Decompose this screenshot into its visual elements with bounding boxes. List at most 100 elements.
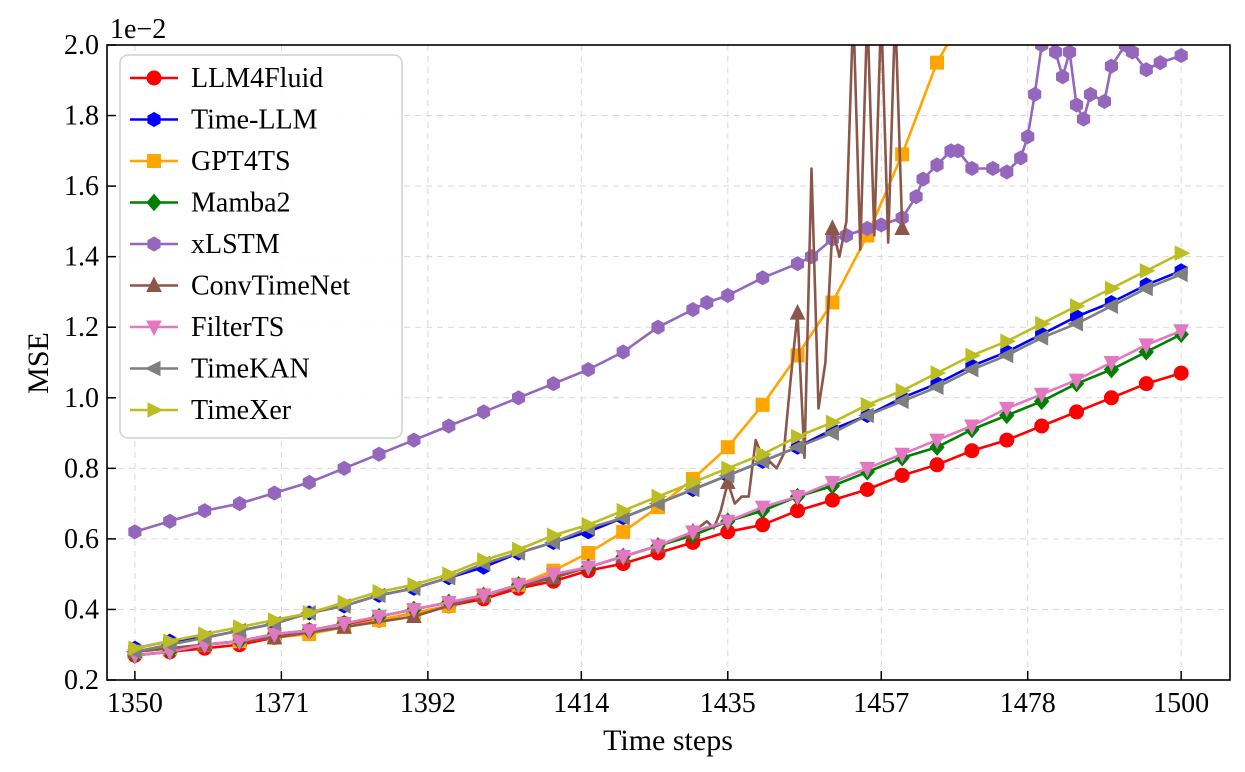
data-point-filterts <box>545 567 562 584</box>
data-point-timexer <box>686 474 703 491</box>
data-point-xlstm <box>965 160 979 177</box>
data-point-filterts <box>580 560 597 577</box>
data-point-timekan <box>893 393 909 410</box>
data-point-xlstm <box>1139 62 1153 78</box>
data-point-llm4fluid <box>999 432 1015 448</box>
data-point-llm4fluid <box>859 482 875 497</box>
y-tick-label: 1.0 <box>64 383 99 414</box>
data-point-timexer <box>756 446 772 463</box>
data-point-xlstm <box>1035 45 1049 53</box>
y-tick-label: 0.4 <box>64 594 99 625</box>
data-point-llm4fluid <box>824 492 840 508</box>
data-point-filterts <box>998 401 1015 418</box>
data-point-filterts <box>1068 373 1085 390</box>
legend: LLM4Fluid Time-LLM GPT4TS Mamba2 xLSTM ConvTi… <box>119 54 403 439</box>
data-point-filterts <box>510 578 527 594</box>
data-point-timexer <box>1070 298 1086 314</box>
data-point-xlstm <box>930 157 944 173</box>
data-point-filterts <box>266 627 283 644</box>
data-point-timexer <box>581 516 598 533</box>
data-point-xlstm <box>1118 45 1132 53</box>
data-point-timexer <box>860 397 877 413</box>
legend-item-convtimenet: ConvTimeNet <box>130 271 350 302</box>
plot-frame <box>106 44 1231 681</box>
data-point-timexer <box>1174 245 1191 261</box>
data-point-timexer <box>372 583 389 600</box>
data-point-xlstm <box>986 160 1000 177</box>
data-point-gpt4ts <box>930 55 945 70</box>
data-point-filterts <box>719 514 736 531</box>
data-point-xlstm <box>546 376 560 392</box>
data-point-timekan <box>1137 280 1153 297</box>
data-point-xlstm <box>756 270 770 286</box>
data-point-xlstm <box>909 189 923 205</box>
data-point-xlstm <box>1069 97 1084 113</box>
data-point-timexer <box>128 640 145 657</box>
data-point-xlstm <box>1125 45 1139 60</box>
data-point-llm4fluid <box>894 467 910 483</box>
data-point-llm4fluid <box>1138 376 1154 392</box>
data-point-convtimenet <box>824 219 841 235</box>
data-point-timexer <box>198 626 214 642</box>
legend-item-gpt4ts: GPT4TS <box>130 146 291 177</box>
data-point-timexer <box>407 576 424 593</box>
legend-label: ConvTimeNet <box>191 271 350 302</box>
axis-ticks: 1350 1371 1392 1414 1435 1457 1478 1500 0.2 0.4 0.… <box>64 30 1209 719</box>
data-point-filterts <box>650 539 666 556</box>
data-point-timexer <box>163 633 179 650</box>
legend-label: FilterTS <box>191 312 284 343</box>
data-point-timexer <box>721 460 737 477</box>
data-point-xlstm <box>1174 48 1188 64</box>
data-point-llm4fluid <box>1034 418 1050 434</box>
data-point-timexer <box>930 365 947 381</box>
data-point-gpt4ts <box>720 440 735 455</box>
data-point-timexer <box>1000 333 1016 350</box>
data-point-filterts <box>615 550 631 566</box>
data-point-xlstm <box>232 496 247 512</box>
data-point-xlstm <box>1076 111 1091 127</box>
legend-label: TimeKAN <box>191 354 310 385</box>
data-point-timekan <box>1032 329 1049 346</box>
legend-label: xLSTM <box>191 229 280 260</box>
data-point-filterts <box>685 525 701 541</box>
data-point-timexer <box>825 414 842 431</box>
data-point-timekan <box>1172 266 1188 283</box>
x-axis-title: Time steps <box>603 724 733 757</box>
data-point-timekan <box>1102 298 1118 314</box>
data-point-timexer <box>546 527 563 544</box>
data-point-timexer <box>233 619 249 635</box>
data-point-timekan <box>962 361 979 378</box>
legend-item-llm4fluid: LLM4Fluid <box>130 63 323 94</box>
data-point-xlstm <box>1097 93 1112 110</box>
data-point-timexer <box>442 566 458 582</box>
legend-label: Mamba2 <box>191 188 291 219</box>
data-point-llm4fluid <box>1069 404 1085 420</box>
data-point-xlstm <box>1153 55 1167 71</box>
legend-item-timellm: Time-LLM <box>130 105 318 136</box>
data-point-timexer <box>1035 315 1051 332</box>
data-point-llm4fluid <box>790 503 806 519</box>
legend-marker-xlstm <box>147 236 161 252</box>
data-point-xlstm <box>477 404 491 420</box>
legend-marker-gpt4ts <box>147 154 161 168</box>
y-tick-label: 2.0 <box>64 30 99 61</box>
data-point-filterts <box>824 475 841 492</box>
data-point-xlstm <box>407 432 421 448</box>
x-tick-label: 1371 <box>253 688 309 719</box>
data-point-llm4fluid <box>1103 390 1119 406</box>
data-point-convtimenet <box>894 219 910 235</box>
legend-box <box>119 54 403 439</box>
data-point-xlstm <box>1000 164 1014 180</box>
data-point-filterts <box>1033 387 1050 404</box>
data-point-timexer <box>477 552 493 568</box>
x-tick-label: 1414 <box>553 688 609 719</box>
legend-marker-timexer <box>147 402 164 418</box>
y-tick-label: 0.2 <box>64 665 99 696</box>
data-point-xlstm <box>616 344 630 360</box>
data-point-xlstm <box>581 361 595 378</box>
data-point-timekan <box>788 439 805 455</box>
data-point-xlstm <box>651 319 665 335</box>
legend-label: TimeXer <box>191 395 292 426</box>
data-point-timexer <box>965 347 982 364</box>
